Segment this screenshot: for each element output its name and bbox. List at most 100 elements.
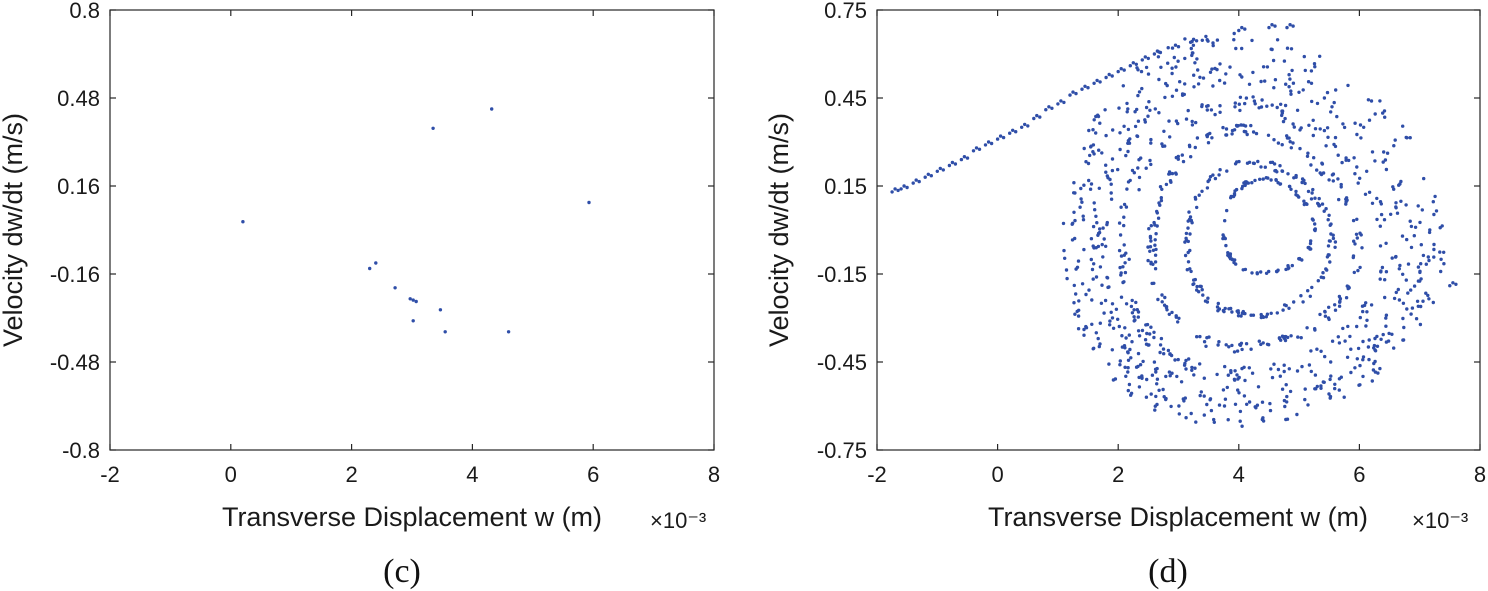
data-point xyxy=(1408,219,1412,223)
data-point xyxy=(1215,38,1220,42)
data-point xyxy=(1329,374,1333,378)
data-point xyxy=(1149,137,1153,142)
data-point xyxy=(1189,155,1193,159)
data-point xyxy=(1087,288,1091,292)
data-point xyxy=(408,297,412,301)
data-point xyxy=(1177,412,1182,416)
data-point xyxy=(1079,197,1083,201)
data-point xyxy=(1282,59,1287,63)
data-point xyxy=(1156,55,1161,59)
data-point xyxy=(1233,105,1237,109)
data-point xyxy=(1126,370,1130,374)
data-point xyxy=(1432,242,1436,247)
data-point xyxy=(962,155,967,159)
data-point xyxy=(1230,257,1235,262)
data-point xyxy=(1127,382,1132,387)
data-point xyxy=(1218,78,1222,83)
data-point xyxy=(1149,224,1154,228)
data-point xyxy=(1137,90,1142,94)
data-point xyxy=(1215,305,1220,309)
data-point xyxy=(1089,145,1093,149)
data-point xyxy=(1151,262,1155,266)
data-point xyxy=(1211,173,1215,177)
data-point xyxy=(1153,408,1157,412)
data-point xyxy=(1210,136,1214,140)
data-point xyxy=(1322,96,1327,100)
data-point xyxy=(1100,283,1104,287)
data-point xyxy=(1310,217,1315,221)
data-point xyxy=(1011,128,1015,132)
panel-c-x-tick-label: 0 xyxy=(225,462,237,487)
data-point xyxy=(1424,291,1428,295)
data-point xyxy=(1194,420,1198,424)
data-point xyxy=(1367,338,1371,342)
data-point xyxy=(1136,351,1141,356)
data-point xyxy=(1140,86,1144,91)
data-point xyxy=(1146,72,1151,76)
data-point xyxy=(1144,65,1149,70)
data-point xyxy=(1327,305,1331,309)
data-point xyxy=(1270,160,1275,164)
data-point xyxy=(1237,102,1242,106)
data-point xyxy=(1375,344,1380,348)
data-point xyxy=(411,298,415,302)
data-point xyxy=(1392,296,1397,301)
data-point xyxy=(1183,56,1187,61)
data-point xyxy=(1096,244,1101,249)
data-point xyxy=(917,179,921,184)
data-point xyxy=(1084,326,1089,330)
data-point xyxy=(1232,260,1236,265)
data-point xyxy=(1358,176,1362,180)
data-point xyxy=(1295,108,1300,113)
data-point xyxy=(1184,238,1189,242)
data-point xyxy=(1346,324,1350,329)
data-point xyxy=(1282,369,1286,374)
data-point xyxy=(1256,385,1261,389)
data-point xyxy=(1176,121,1180,126)
data-point xyxy=(1176,357,1180,362)
data-point xyxy=(1335,114,1339,119)
data-point xyxy=(1137,334,1142,338)
data-point xyxy=(1148,332,1152,336)
data-point xyxy=(1184,358,1188,363)
data-point xyxy=(1146,56,1151,61)
data-point xyxy=(1195,335,1199,339)
data-point xyxy=(1068,93,1072,97)
data-point xyxy=(1126,366,1130,370)
data-point xyxy=(1160,293,1164,297)
data-point xyxy=(1387,331,1391,336)
data-point xyxy=(1283,103,1288,108)
data-point xyxy=(1392,144,1396,148)
data-point xyxy=(1284,82,1288,86)
data-point xyxy=(1318,171,1322,175)
data-point xyxy=(1290,68,1294,73)
data-point xyxy=(1102,311,1106,315)
data-point xyxy=(1300,364,1304,369)
data-point xyxy=(1092,118,1096,122)
data-point xyxy=(1097,186,1102,190)
data-point xyxy=(1251,95,1255,99)
data-point xyxy=(1265,342,1270,346)
data-point xyxy=(1206,39,1210,43)
data-point xyxy=(1091,143,1096,147)
data-point xyxy=(1103,298,1108,303)
data-point xyxy=(1168,179,1173,183)
data-point xyxy=(1128,347,1132,352)
data-point xyxy=(1221,308,1226,313)
data-point xyxy=(1313,127,1318,131)
data-point xyxy=(1106,176,1110,180)
data-point xyxy=(1110,348,1115,352)
data-point xyxy=(1194,39,1199,43)
data-point xyxy=(1233,189,1237,193)
data-point xyxy=(1394,290,1399,295)
data-point xyxy=(1315,347,1319,351)
data-point xyxy=(1089,182,1094,186)
data-point xyxy=(1370,379,1375,383)
data-point xyxy=(1149,162,1153,167)
data-point xyxy=(1240,424,1244,428)
data-point xyxy=(1216,309,1220,313)
data-point xyxy=(1275,38,1280,42)
data-point xyxy=(1170,371,1174,375)
data-point xyxy=(1250,271,1254,275)
data-point xyxy=(1321,171,1326,175)
